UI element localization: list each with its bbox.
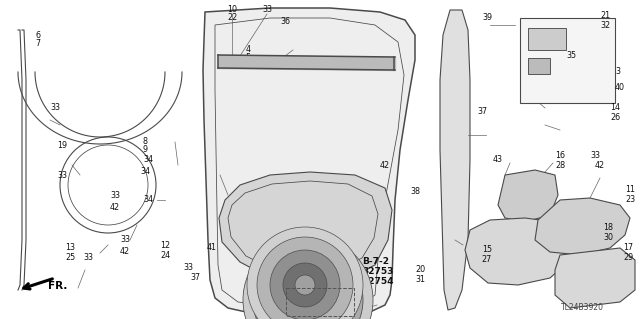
Text: 34: 34 xyxy=(140,167,150,176)
Text: 32: 32 xyxy=(600,20,610,29)
Text: 42: 42 xyxy=(120,248,130,256)
Text: 27: 27 xyxy=(482,256,492,264)
Circle shape xyxy=(266,258,350,319)
Text: FR.: FR. xyxy=(48,281,67,291)
Text: 33: 33 xyxy=(83,254,93,263)
Bar xyxy=(286,288,354,316)
Text: 1: 1 xyxy=(326,290,330,299)
Text: 40: 40 xyxy=(615,84,625,93)
Bar xyxy=(528,58,550,74)
Text: 42: 42 xyxy=(595,160,605,169)
Text: 23: 23 xyxy=(625,196,635,204)
Circle shape xyxy=(247,227,363,319)
Text: 7: 7 xyxy=(35,39,40,48)
Text: 31: 31 xyxy=(415,276,425,285)
Text: 16: 16 xyxy=(555,151,565,160)
Circle shape xyxy=(283,263,327,307)
Text: 33: 33 xyxy=(590,151,600,160)
Text: 42: 42 xyxy=(110,203,120,211)
Text: 5: 5 xyxy=(245,54,251,63)
Text: 42: 42 xyxy=(380,160,390,169)
Text: 12: 12 xyxy=(160,241,170,249)
Text: 36: 36 xyxy=(280,18,290,26)
Text: 41: 41 xyxy=(207,243,217,253)
Text: 3: 3 xyxy=(616,68,621,77)
Text: 17: 17 xyxy=(623,243,633,253)
Text: 25: 25 xyxy=(65,254,75,263)
Text: 19: 19 xyxy=(57,140,67,150)
Text: 2: 2 xyxy=(367,295,372,305)
Circle shape xyxy=(257,237,353,319)
Bar xyxy=(520,18,615,103)
Polygon shape xyxy=(440,10,470,310)
Text: 11: 11 xyxy=(625,186,635,195)
Text: 34: 34 xyxy=(143,196,153,204)
Text: 33: 33 xyxy=(120,235,130,244)
Polygon shape xyxy=(498,170,558,222)
Circle shape xyxy=(243,235,373,319)
Text: 33: 33 xyxy=(50,103,60,113)
Polygon shape xyxy=(219,172,392,282)
Polygon shape xyxy=(555,248,635,308)
Circle shape xyxy=(280,272,336,319)
Polygon shape xyxy=(465,218,570,285)
Text: 21: 21 xyxy=(600,11,610,19)
Text: 30: 30 xyxy=(603,234,613,242)
Text: 8: 8 xyxy=(143,137,147,146)
Text: 22: 22 xyxy=(227,13,237,23)
Text: 29: 29 xyxy=(623,254,633,263)
Text: 18: 18 xyxy=(603,224,613,233)
Circle shape xyxy=(293,285,323,315)
Text: 9: 9 xyxy=(143,145,148,154)
Text: 28: 28 xyxy=(555,160,565,169)
Text: 33: 33 xyxy=(57,170,67,180)
Text: 26: 26 xyxy=(610,114,620,122)
Text: B-7-2: B-7-2 xyxy=(362,257,389,266)
Text: 24: 24 xyxy=(160,250,170,259)
Circle shape xyxy=(270,250,340,319)
Text: 39: 39 xyxy=(482,13,492,23)
Text: 34: 34 xyxy=(143,155,153,165)
Text: 33: 33 xyxy=(262,5,272,14)
Text: 43: 43 xyxy=(493,155,503,165)
Text: 13: 13 xyxy=(65,243,75,253)
Text: 33: 33 xyxy=(110,190,120,199)
Text: 37: 37 xyxy=(190,273,200,283)
Text: TL24B3920: TL24B3920 xyxy=(561,303,604,313)
Circle shape xyxy=(295,275,315,295)
Circle shape xyxy=(253,245,363,319)
Text: 32754: 32754 xyxy=(362,278,394,286)
Polygon shape xyxy=(535,198,630,255)
Text: 32753: 32753 xyxy=(362,268,394,277)
Text: 6: 6 xyxy=(35,31,40,40)
Text: 38: 38 xyxy=(410,188,420,197)
Text: 35: 35 xyxy=(566,50,576,60)
Polygon shape xyxy=(203,8,415,316)
Text: 33: 33 xyxy=(183,263,193,272)
Text: 15: 15 xyxy=(482,246,492,255)
Bar xyxy=(528,28,566,50)
Text: 4: 4 xyxy=(246,46,250,55)
Text: 14: 14 xyxy=(610,103,620,113)
Text: 37: 37 xyxy=(477,108,487,116)
Text: 20: 20 xyxy=(415,265,425,275)
Text: 10: 10 xyxy=(227,5,237,14)
